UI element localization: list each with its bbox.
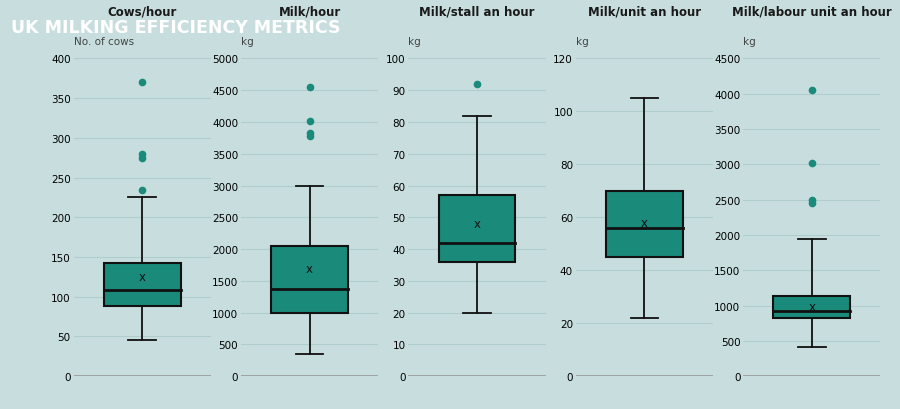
Text: x: x: [139, 271, 146, 284]
Text: x: x: [641, 217, 648, 229]
Text: No. of cows: No. of cows: [74, 37, 134, 47]
Text: kg: kg: [241, 37, 254, 47]
Text: x: x: [306, 262, 313, 275]
Text: kg: kg: [743, 37, 756, 47]
Bar: [773, 297, 850, 319]
Text: Milk/unit an hour: Milk/unit an hour: [588, 5, 701, 18]
Text: UK MILKING EFFICIENCY METRICS: UK MILKING EFFICIENCY METRICS: [11, 19, 340, 36]
Text: Cows/hour: Cows/hour: [107, 5, 177, 18]
Text: Milk/stall an hour: Milk/stall an hour: [419, 5, 535, 18]
Text: kg: kg: [576, 37, 589, 47]
Bar: [438, 196, 516, 262]
Text: x: x: [473, 218, 481, 231]
Text: kg: kg: [409, 37, 421, 47]
Text: Milk/hour: Milk/hour: [278, 5, 341, 18]
Bar: [271, 246, 348, 313]
Bar: [104, 263, 181, 307]
Bar: [606, 191, 683, 257]
Text: Milk/labour unit an hour: Milk/labour unit an hour: [732, 5, 892, 18]
Text: x: x: [808, 300, 815, 313]
